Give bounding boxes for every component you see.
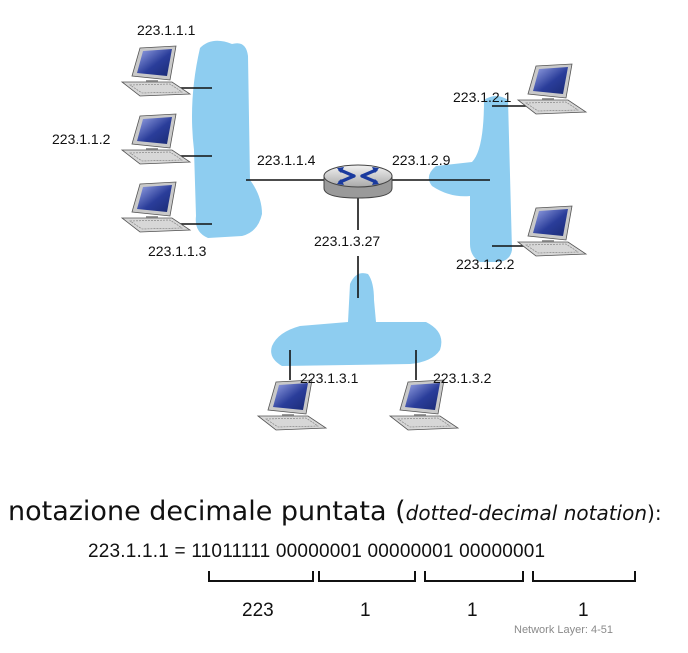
decimal-octet: 223: [242, 600, 274, 621]
host-ip-label: 223.1.1.3: [148, 243, 207, 259]
computer-icon: [517, 63, 587, 115]
router-interface-label: 223.1.1.4: [257, 152, 316, 168]
host-ip-label: 223.1.3.1: [300, 370, 359, 386]
octet-brace: [532, 571, 636, 582]
subnet-right-area: [428, 96, 512, 262]
host-ip-label: 223.1.1.1: [137, 22, 196, 38]
octet-brace: [318, 571, 416, 582]
binary-octet: 00000001: [459, 541, 546, 562]
subnet-left-area: [192, 40, 262, 238]
notation-title: notazione decimale puntata (dotted-decim…: [8, 496, 662, 527]
binary-address-line: 223.1.1.1 = 11011111 00000001 00000001 0…: [88, 541, 545, 563]
computer-icon: [257, 379, 327, 431]
slide-footer: Network Layer: 4-51: [514, 624, 614, 636]
title-main: notazione decimale puntata (: [8, 496, 406, 527]
host-ip-label: 223.1.2.2: [456, 256, 515, 272]
subnet-bottom-area: [271, 273, 442, 366]
host-ip-label: 223.1.1.2: [52, 131, 111, 147]
computer-icon: [121, 113, 191, 165]
router-icon: [323, 164, 393, 199]
network-diagram: [121, 40, 587, 431]
computer-icon: [389, 379, 459, 431]
octet-brace: [208, 571, 314, 582]
title-english: dotted-decimal notation: [405, 501, 648, 525]
ip-address: 223.1.1.1: [88, 541, 170, 562]
computer-icon: [121, 45, 191, 97]
title-end: ):: [647, 501, 662, 525]
binary-octet: 00000001: [275, 541, 363, 562]
host-ip-label: 223.1.2.1: [453, 89, 512, 105]
octet-brace: [424, 571, 524, 582]
equals-sign: =: [174, 541, 186, 562]
decimal-octet: 1: [578, 600, 589, 621]
binary-octet: 11011111: [191, 541, 271, 562]
decimal-octet: 1: [360, 600, 371, 621]
binary-octet: 00000001: [367, 541, 454, 562]
decimal-octet: 1: [467, 600, 478, 621]
computer-icon: [517, 205, 587, 257]
router-interface-label: 223.1.3.27: [314, 233, 381, 249]
router-interface-label: 223.1.2.9: [392, 152, 451, 168]
host-ip-label: 223.1.3.2: [433, 370, 492, 386]
computer-icon: [121, 181, 191, 233]
